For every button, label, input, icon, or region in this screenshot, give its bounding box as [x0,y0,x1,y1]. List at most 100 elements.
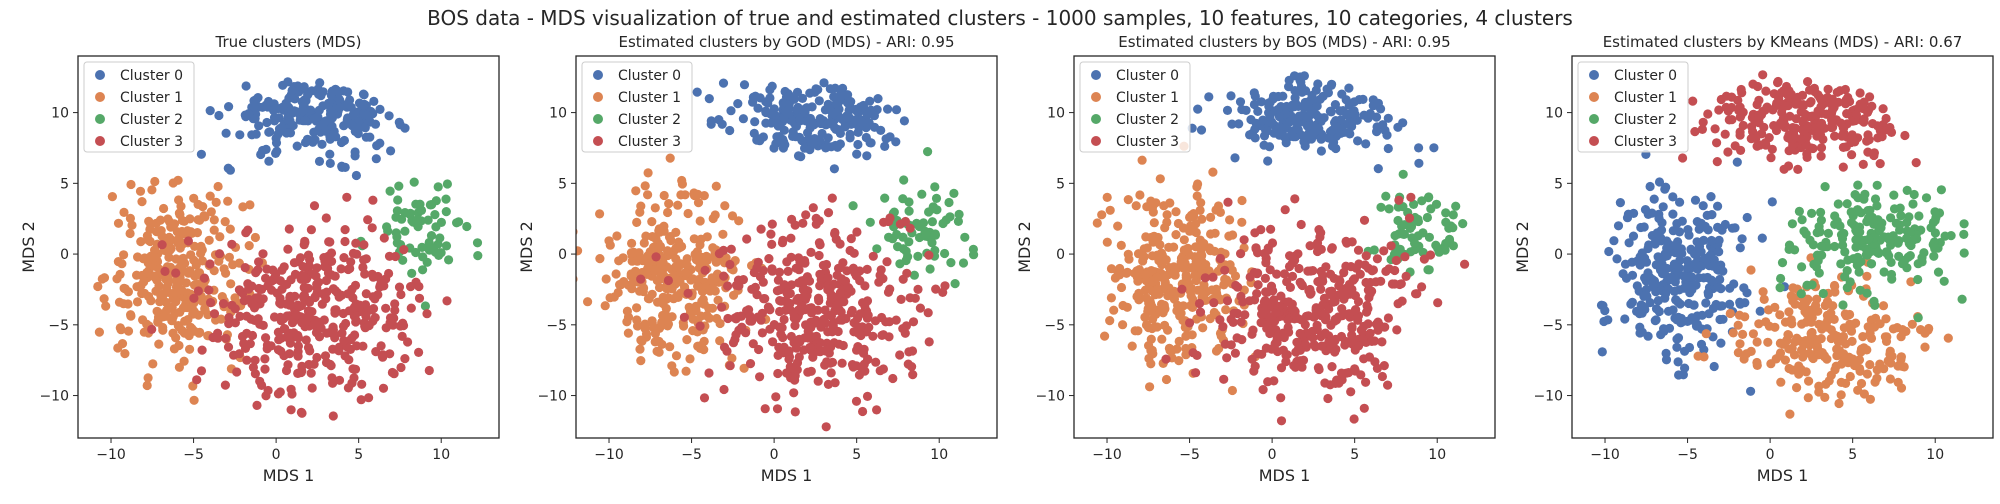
point-cluster-2 [899,175,909,185]
point-cluster-2 [1837,233,1848,244]
point-cluster-3 [737,322,747,332]
point-cluster-1 [228,260,238,270]
point-cluster-1 [707,275,717,286]
point-cluster-3 [343,264,353,275]
point-cluster-3 [1802,123,1813,133]
point-cluster-1 [174,362,184,372]
point-cluster-0 [1637,248,1647,258]
point-cluster-3 [220,380,230,390]
point-cluster-1 [142,380,152,391]
point-cluster-0 [314,156,325,166]
y-axis-label: MDS 2 [1015,221,1034,273]
point-cluster-3 [868,331,878,341]
point-cluster-3 [745,359,756,369]
point-cluster-3 [242,328,252,338]
point-cluster-3 [1328,337,1338,347]
x-tick-label: 10 [1428,447,1446,463]
point-cluster-3 [1697,124,1707,134]
point-cluster-2 [1830,219,1840,229]
point-cluster-2 [1384,204,1394,214]
point-cluster-0 [792,87,803,97]
chart-title: Estimated clusters by GOD (MDS) - ARI: 0… [618,33,954,51]
point-cluster-3 [771,392,781,402]
point-cluster-3 [301,335,311,345]
legend-entry: Cluster 2 [1116,112,1179,128]
point-cluster-3 [1838,162,1848,172]
point-cluster-2 [397,214,407,224]
point-cluster-3 [1289,305,1299,315]
point-cluster-3 [1284,297,1294,307]
point-cluster-2 [1797,215,1807,225]
point-cluster-3 [283,332,293,342]
point-cluster-2 [1856,257,1866,267]
point-cluster-2 [1872,180,1882,190]
point-cluster-3 [293,351,303,361]
point-cluster-1 [245,200,255,210]
point-cluster-3 [728,338,739,348]
x-axis-label: MDS 1 [1757,466,1809,485]
point-cluster-1 [636,201,646,211]
point-cluster-3 [367,223,377,233]
point-cluster-0 [1414,143,1424,153]
point-cluster-3 [833,263,844,273]
point-cluster-1 [682,254,692,264]
point-cluster-3 [898,324,908,334]
point-cluster-2 [1448,223,1458,233]
point-cluster-1 [667,361,677,371]
point-cluster-3 [1760,138,1770,148]
point-cluster-2 [1422,212,1432,223]
point-cluster-3 [1320,328,1330,338]
point-cluster-3 [1223,197,1233,207]
point-cluster-1 [627,238,637,248]
point-cluster-3 [1377,337,1387,347]
point-cluster-3 [1293,343,1304,354]
point-cluster-3 [784,354,794,364]
point-cluster-0 [784,104,794,114]
point-cluster-1 [1106,293,1116,303]
point-cluster-0 [1196,125,1207,135]
point-cluster-3 [1773,76,1783,87]
point-cluster-3 [1287,271,1298,281]
point-cluster-0 [271,148,281,158]
point-cluster-2 [940,248,950,259]
point-cluster-3 [304,311,314,322]
point-cluster-1 [198,202,208,212]
point-cluster-0 [1227,119,1237,129]
point-cluster-3 [1245,272,1255,282]
point-cluster-2 [1823,228,1833,238]
point-cluster-3 [1236,249,1246,259]
point-cluster-1 [136,237,146,247]
point-cluster-0 [365,132,375,142]
point-cluster-1 [1758,287,1768,297]
point-cluster-2 [880,193,890,203]
point-cluster-3 [1327,243,1337,253]
point-cluster-1 [1211,346,1222,356]
point-cluster-3 [782,288,792,298]
point-cluster-2 [1913,313,1923,323]
point-cluster-3 [262,264,272,274]
point-cluster-1 [1862,271,1872,281]
point-cluster-0 [1285,116,1296,127]
point-cluster-0 [264,127,274,137]
point-cluster-3 [1226,340,1236,350]
point-cluster-0 [224,102,234,112]
point-cluster-3 [350,330,360,340]
point-cluster-3 [1272,332,1282,342]
point-cluster-0 [335,103,345,113]
point-cluster-3 [398,318,408,328]
point-cluster-1 [1920,328,1930,338]
point-cluster-0 [1688,315,1698,325]
point-cluster-0 [1262,126,1272,136]
point-cluster-3 [1304,286,1314,296]
point-cluster-2 [1777,258,1788,268]
point-cluster-2 [1861,244,1871,254]
point-cluster-3 [1251,244,1261,254]
point-cluster-2 [1381,191,1391,201]
point-cluster-1 [174,234,184,244]
point-cluster-1 [214,256,224,266]
point-cluster-3 [1735,130,1745,140]
point-cluster-3 [804,276,815,286]
point-cluster-3 [905,223,915,233]
point-cluster-3 [1754,113,1764,123]
